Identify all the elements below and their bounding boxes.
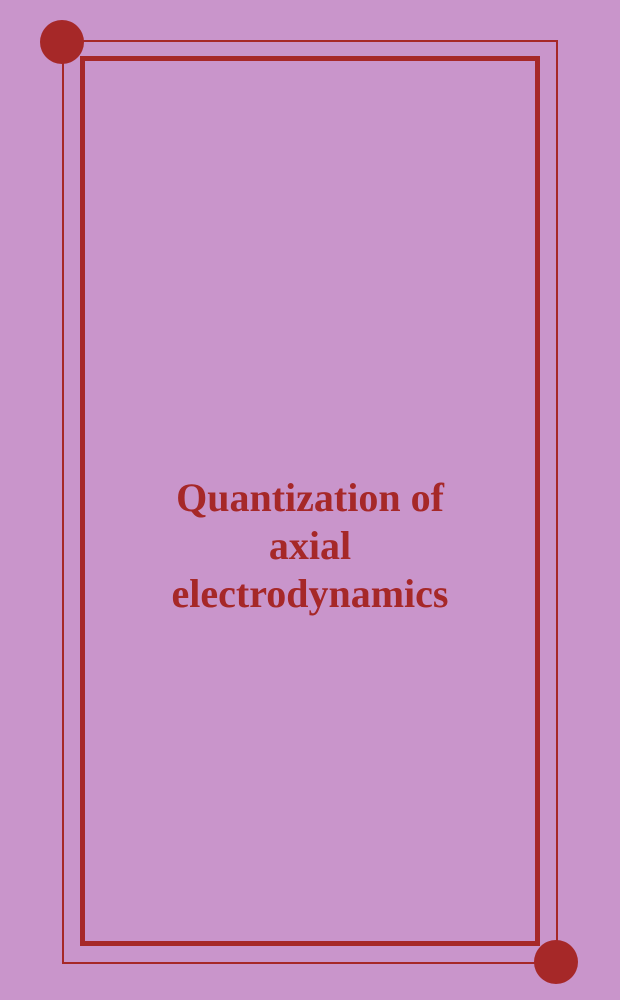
- book-title: Quantization of axial electrodynamics: [98, 474, 522, 618]
- title-container: Quantization of axial electrodynamics: [98, 474, 522, 618]
- title-line-2: axial: [269, 523, 351, 568]
- title-line-1: Quantization of: [176, 475, 444, 520]
- title-line-3: electrodynamics: [172, 571, 449, 616]
